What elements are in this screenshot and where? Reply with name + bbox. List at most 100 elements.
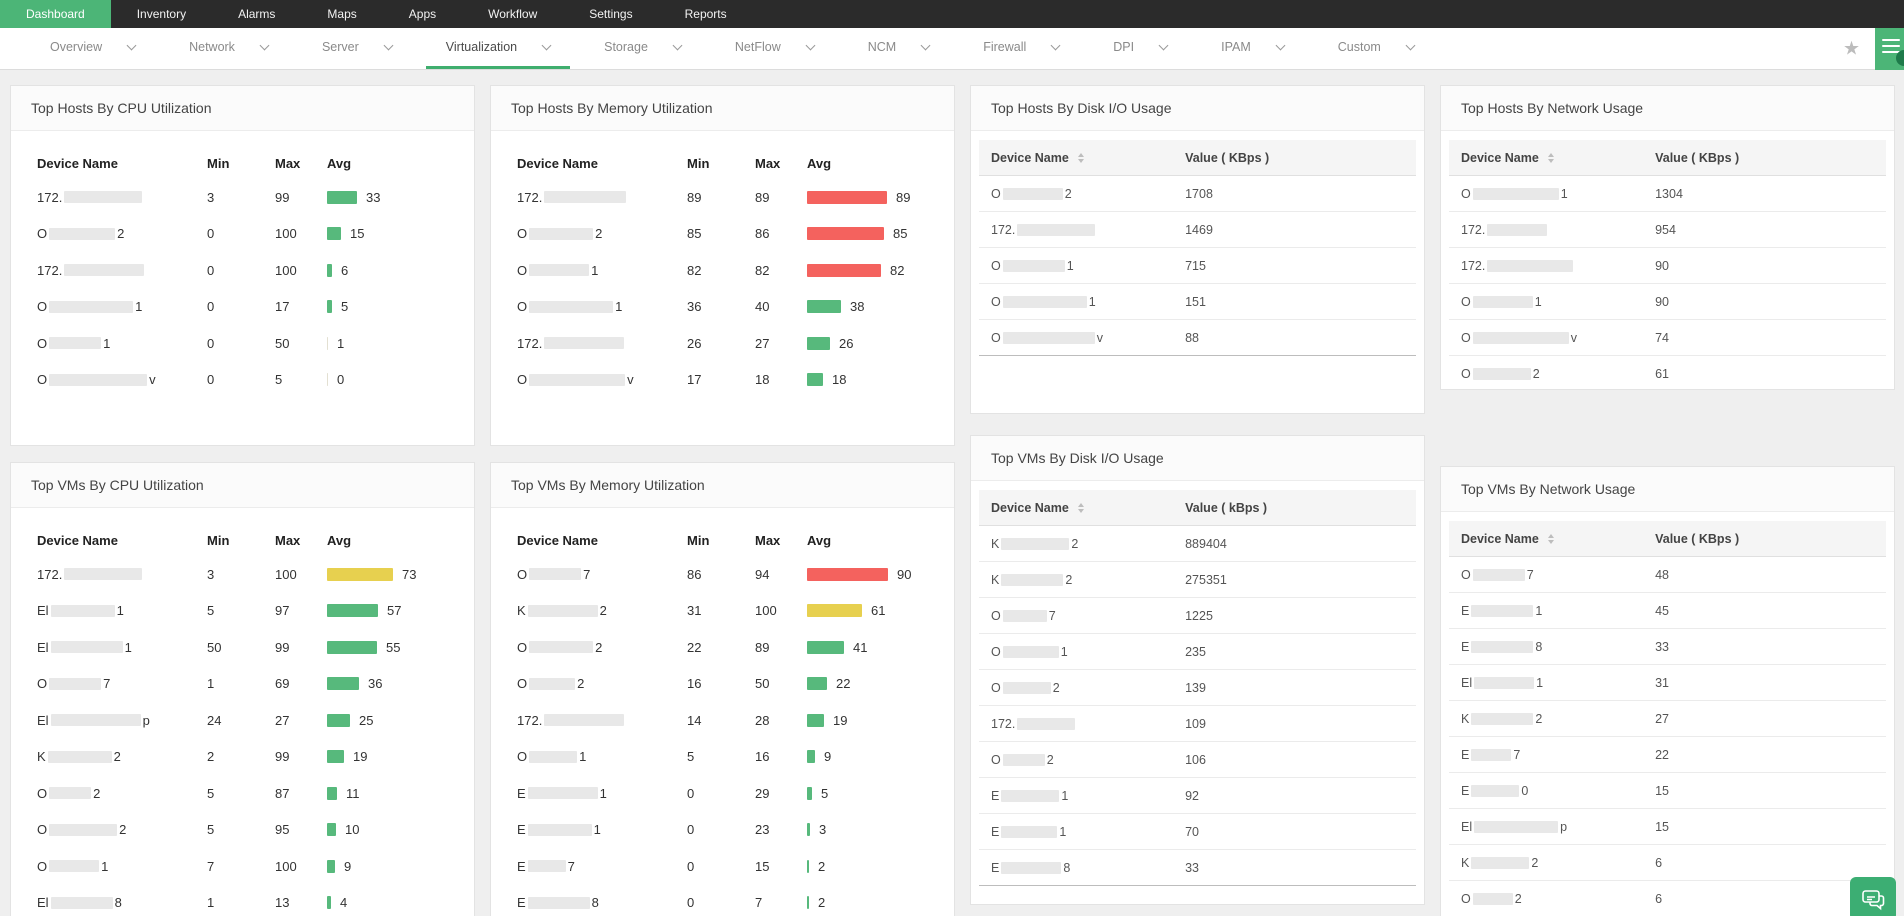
device-name[interactable]: 172.: [37, 190, 207, 205]
nav-item-settings[interactable]: Settings: [589, 7, 633, 21]
chat-support-button[interactable]: [1850, 877, 1896, 916]
sort-arrows-icon[interactable]: [1077, 502, 1084, 513]
device-name[interactable]: 172.: [991, 223, 1185, 237]
device-name[interactable]: 172.: [991, 717, 1185, 731]
device-name[interactable]: El 8: [37, 895, 207, 910]
chevron-down-icon[interactable]: [541, 40, 552, 50]
nav-item-inventory[interactable]: Inventory: [136, 7, 187, 21]
chevron-down-icon[interactable]: [126, 40, 137, 50]
tab-server[interactable]: Server: [302, 28, 412, 69]
nav-item-dashboard[interactable]: Dashboard: [0, 0, 111, 28]
device-name[interactable]: El p: [1461, 820, 1655, 834]
device-name[interactable]: El p: [37, 713, 207, 728]
chevron-down-icon[interactable]: [672, 40, 683, 50]
chevron-down-icon[interactable]: [805, 40, 816, 50]
chevron-down-icon[interactable]: [383, 40, 394, 50]
sortable-column-header[interactable]: Device Name: [1461, 532, 1655, 546]
sortable-column-header[interactable]: Device Name: [1461, 151, 1655, 165]
chevron-down-icon[interactable]: [1405, 40, 1416, 50]
nav-item-apps[interactable]: Apps: [408, 7, 437, 21]
chevron-down-icon[interactable]: [920, 40, 931, 50]
nav-item-maps[interactable]: Maps: [327, 7, 357, 21]
sort-arrows-icon[interactable]: [1077, 152, 1084, 163]
tab-custom[interactable]: Custom: [1318, 28, 1434, 69]
tab-dpi[interactable]: DPI: [1093, 28, 1187, 69]
device-name[interactable]: 172.: [1461, 223, 1655, 237]
tab-netflow[interactable]: NetFlow: [715, 28, 834, 69]
tab-firewall[interactable]: Firewall: [963, 28, 1079, 69]
device-name[interactable]: 172.: [517, 190, 687, 205]
device-name[interactable]: 172.: [1461, 259, 1655, 273]
tab-ipam[interactable]: IPAM: [1201, 28, 1304, 69]
sortable-column-header[interactable]: Device Name: [991, 151, 1185, 165]
device-name[interactable]: 172.: [37, 263, 207, 278]
nav-item-workflow[interactable]: Workflow: [488, 7, 538, 21]
chevron-down-icon[interactable]: [1158, 40, 1169, 50]
tab-ncm[interactable]: NCM: [848, 28, 949, 69]
nav-item-reports[interactable]: Reports: [684, 7, 727, 21]
chevron-down-icon[interactable]: [1050, 40, 1061, 50]
tab-virtualization[interactable]: Virtualization: [425, 28, 571, 69]
sort-arrows-icon[interactable]: [1547, 533, 1554, 544]
widget-settings-button[interactable]: [1875, 28, 1904, 70]
device-name[interactable]: 172.: [517, 713, 687, 728]
tab-overview[interactable]: Overview: [30, 28, 155, 69]
device-name[interactable]: 172.: [37, 567, 207, 582]
tab-storage[interactable]: Storage: [584, 28, 701, 69]
favorite-star-icon[interactable]: ★: [1842, 38, 1860, 59]
sortable-column-header[interactable]: Device Name: [991, 501, 1185, 515]
device-name[interactable]: El 1: [37, 640, 207, 655]
nav-item-alarms[interactable]: Alarms: [238, 7, 276, 21]
sort-arrows-icon[interactable]: [1547, 152, 1554, 163]
chevron-down-icon[interactable]: [1275, 40, 1286, 50]
tab-network[interactable]: Network: [169, 28, 288, 69]
device-name[interactable]: El 1: [37, 603, 207, 618]
chevron-down-icon[interactable]: [259, 40, 270, 50]
